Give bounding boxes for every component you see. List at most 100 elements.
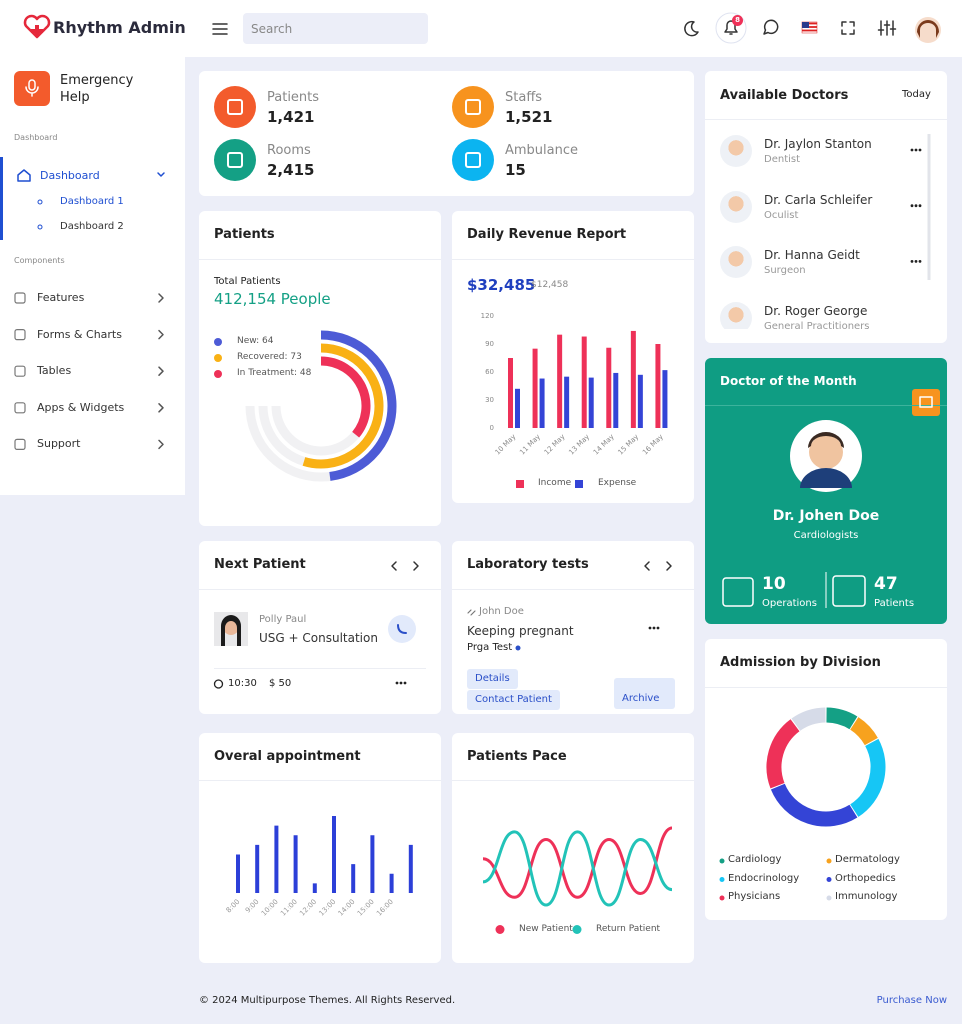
stat-label: Rooms [267, 143, 311, 158]
legend-label: New: 64 [237, 336, 274, 346]
legend-label: Dermatology [835, 854, 900, 865]
active-indicator [0, 157, 3, 240]
menu-item[interactable]: Tables [37, 364, 72, 378]
legend-label: Orthopedics [835, 872, 896, 884]
card-title: Patients Pace [467, 749, 567, 764]
card-title: Daily Revenue Report [467, 227, 627, 242]
separator [705, 405, 947, 406]
appointment-fee: $ 50 [269, 678, 292, 689]
card-title: Laboratory tests [467, 557, 589, 572]
stat-value: 2,415 [267, 161, 315, 179]
legend-label: Cardiology [728, 854, 782, 865]
separator [705, 119, 947, 120]
separator [199, 589, 441, 590]
archive-button[interactable]: Archive [614, 678, 675, 709]
revenue-total: $32,485 [467, 276, 536, 294]
revenue-card [452, 211, 694, 503]
stat-label: Patients [267, 90, 320, 105]
doctor-name: Dr. Johen Doe [772, 508, 880, 524]
doctor-name[interactable]: Dr. Jaylon Stanton [764, 137, 872, 151]
revenue-previous: $12,458 [531, 280, 569, 290]
legend-label: New Patient [519, 924, 573, 934]
appointment-time: 10:30 [228, 678, 257, 689]
notification-count: 8 [735, 16, 740, 24]
total-label: Total Patients [214, 276, 281, 287]
doctor-role: Oculist [764, 209, 799, 221]
month-badge[interactable] [912, 389, 940, 416]
operations-count: 10 [762, 574, 786, 594]
menu-item[interactable]: Support [37, 437, 81, 451]
card-title: Next Patient [214, 557, 306, 572]
card-title: Available Doctors [720, 88, 849, 103]
submenu-item[interactable]: Dashboard 1 [60, 196, 124, 207]
doctor-role: Cardiologists [793, 530, 859, 541]
lab-test: Keeping pregnant [467, 624, 574, 638]
brand[interactable]: Rhythm Admin [53, 18, 186, 37]
legend-label: Endocrinology [728, 872, 800, 884]
stat-value: 1,521 [505, 108, 553, 126]
doctor-list: Dr. Jaylon Stanton Dentist Dr. Carla Schle… [705, 120, 947, 329]
card-title: Overal appointment [214, 749, 361, 764]
patient-service: USG + Consultation [259, 631, 378, 645]
card-title: Admission by Division [720, 655, 881, 670]
sidebar [0, 57, 185, 495]
stat-label: Staffs [505, 90, 543, 105]
copyright: © 2024 Multipurpose Themes. All Rights R… [199, 995, 456, 1006]
menu-item[interactable]: Features [37, 291, 85, 304]
doctor-avatar[interactable] [720, 302, 752, 329]
separator [452, 780, 694, 781]
doctor-role: General Practitioners [764, 321, 870, 329]
legend-label: Return Patient [596, 924, 661, 934]
patients-label: Patients [874, 598, 915, 609]
filter[interactable]: Today [902, 89, 931, 100]
stats-card [199, 71, 694, 196]
doctor-month-card [705, 358, 947, 624]
doctor-avatar[interactable] [720, 135, 752, 167]
menu-item-active[interactable]: Dashboard [40, 169, 100, 182]
appointment-card [199, 733, 441, 963]
search-placeholder[interactable]: Search [251, 22, 293, 36]
admission-card [705, 639, 947, 920]
stat-label: Ambulance [505, 143, 579, 158]
total-value: 412,154 People [214, 290, 331, 308]
search-box[interactable] [243, 13, 428, 44]
emergency-icon[interactable] [14, 71, 50, 106]
doctor-name[interactable]: Dr. Carla Schleifer [764, 192, 873, 207]
legend-label: Income [538, 478, 572, 488]
submenu-item[interactable]: Dashboard 2 [60, 221, 124, 232]
separator [452, 589, 694, 590]
section-label: Components [14, 256, 65, 265]
doctor-name[interactable]: Dr. Roger George [764, 304, 868, 319]
legend-label: Immunology [835, 891, 898, 902]
separator [199, 259, 441, 260]
stat-value: 1,421 [267, 108, 315, 126]
menu-item[interactable]: Forms & Charts [37, 327, 122, 341]
patient-name: Polly Paul [259, 614, 307, 625]
legend-label: Physicians [728, 891, 781, 902]
lab-type: Prga Test [467, 642, 513, 653]
contact-button[interactable]: Contact Patient [467, 690, 560, 710]
menu-item[interactable]: Apps & Widgets [37, 400, 125, 414]
legend-label: Recovered: 73 [237, 352, 302, 362]
separator [214, 668, 426, 669]
legend-label: Expense [598, 478, 637, 488]
separator [705, 687, 947, 688]
lab-patient: John Doe [479, 606, 524, 617]
header [0, 0, 962, 57]
doctor-name[interactable]: Dr. Hanna Geidt [764, 248, 860, 263]
separator [199, 780, 441, 781]
legend-label: In Treatment: 48 [237, 368, 312, 378]
doctor-role: Dentist [764, 154, 801, 165]
doctor-role: Surgeon [764, 265, 806, 277]
card-title: Patients [214, 227, 275, 242]
doctor-avatar[interactable] [720, 246, 752, 279]
doctor-avatar[interactable] [720, 190, 752, 223]
details-button[interactable]: Details [467, 669, 518, 689]
stat-value: 15 [505, 161, 526, 179]
patients-count: 47 [874, 574, 898, 594]
purchase-link[interactable]: Purchase Now [876, 995, 947, 1006]
card-title: Doctor of the Month [720, 374, 857, 388]
section-label: Dashboard [14, 133, 58, 142]
emergency-help[interactable]: Emergency Help [60, 73, 134, 105]
